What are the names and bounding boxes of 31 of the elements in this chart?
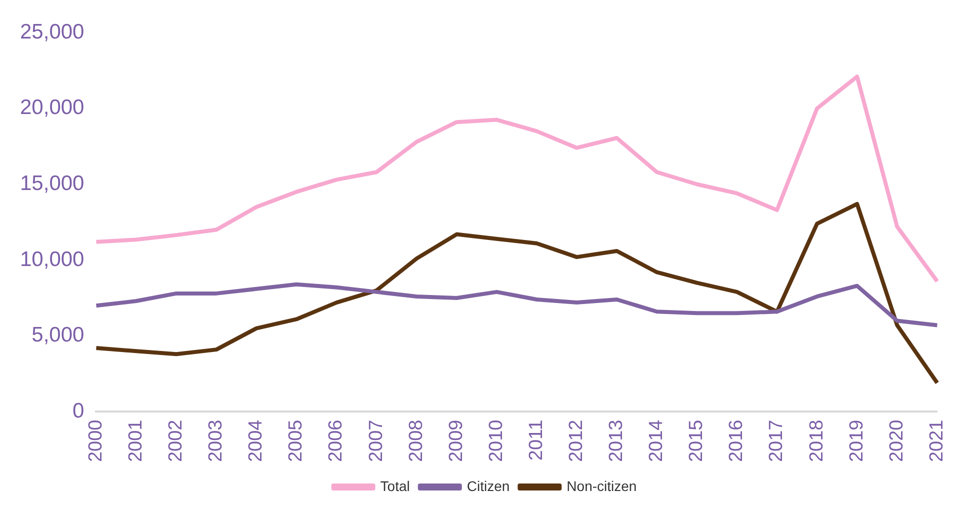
y-tick-label: 10,000 [20,248,84,271]
x-tick-label: 2017 [766,420,788,462]
x-tick-label: 2011 [526,420,547,461]
y-tick-label: 25,000 [20,20,84,44]
x-tick-label: 2020 [886,420,908,462]
x-tick-label: 2007 [366,420,387,462]
legend-label: Citizen [466,478,510,494]
x-tick-label: 2008 [406,420,427,462]
y-tick-label: 20,000 [20,96,84,120]
y-tick-label: 15,000 [20,172,84,196]
x-tick-label: 2019 [846,420,868,462]
x-tick-label: 2018 [806,420,828,462]
x-tick-label: 2015 [686,420,708,462]
x-tick-label: 2014 [646,419,668,462]
x-tick-label: 2005 [286,420,307,462]
x-tick-label: 2002 [166,420,187,462]
x-tick-label: 2021 [926,420,948,462]
x-tick-label: 2013 [606,420,628,462]
y-tick-label: 5,000 [32,324,84,347]
legend-label: Non-citizen [566,478,637,494]
x-tick-label: 2010 [486,420,507,462]
x-tick-label: 2006 [326,420,347,462]
x-tick-label: 2016 [726,420,748,462]
x-tick-label: 2001 [126,420,147,462]
x-tick-label: 2009 [446,420,467,462]
x-tick-label: 2004 [246,419,267,462]
x-tick-label: 2000 [85,420,106,462]
y-tick-label: 0 [72,400,84,423]
x-tick-label: 2003 [206,420,227,462]
x-tick-label: 2012 [566,420,588,462]
legend-label: Total [380,478,410,494]
